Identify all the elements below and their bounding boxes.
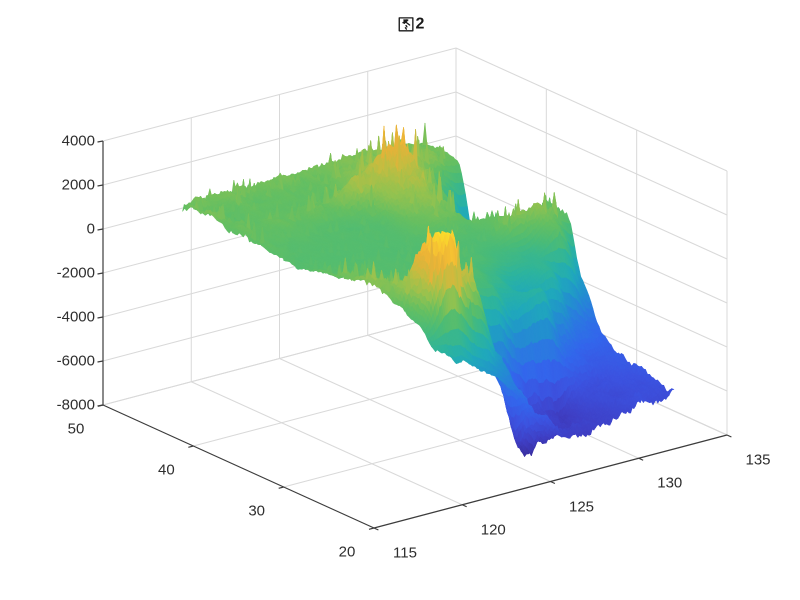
x-tick-label-130: 130 — [657, 474, 683, 492]
z-tick-label--4000: -4000 — [56, 308, 95, 326]
plot-title: 2 — [398, 15, 425, 33]
y-tick-label-50: 50 — [67, 420, 85, 438]
title-number: 2 — [415, 15, 425, 32]
y-tick-label-20: 20 — [338, 543, 356, 561]
x-tick-label-135: 135 — [745, 451, 771, 469]
x-tick-label-125: 125 — [568, 498, 595, 515]
z-tick-label-2000: 2000 — [61, 176, 95, 194]
z-tick-label-0: 0 — [86, 220, 95, 238]
x-tick-label-120: 120 — [480, 521, 506, 539]
z-tick-label--8000: -8000 — [56, 396, 95, 414]
z-tick-label-4000: 4000 — [61, 132, 95, 150]
y-tick-label-30: 30 — [248, 502, 265, 520]
x-tick-label-115: 115 — [393, 544, 417, 562]
y-tick-label-40: 40 — [157, 461, 175, 479]
z-tick-label--6000: -6000 — [56, 352, 95, 370]
z-tick-label--2000: -2000 — [56, 264, 95, 282]
title-cjk-glyph-tu — [398, 17, 414, 32]
